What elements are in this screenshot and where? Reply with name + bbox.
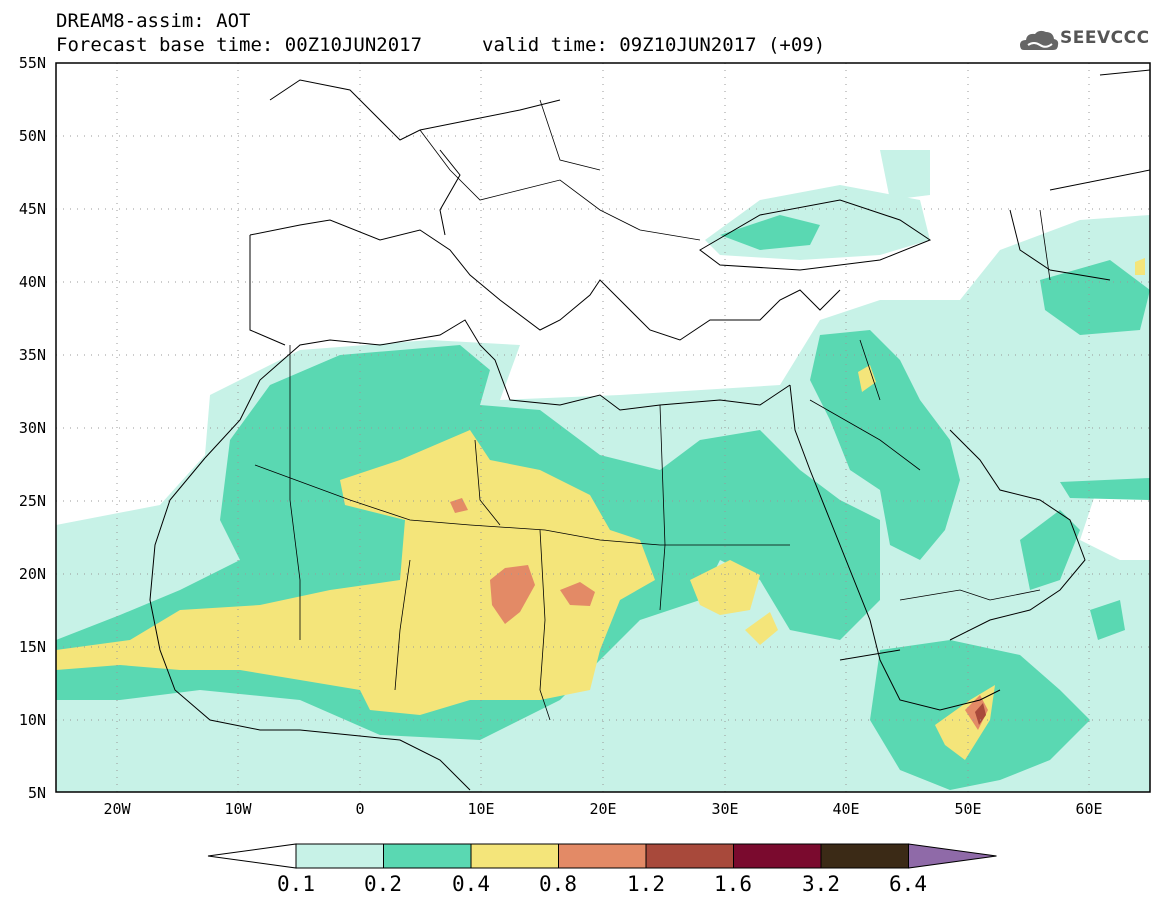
logo-text: SEEVCCC	[1060, 28, 1150, 48]
lon-label: 20E	[589, 800, 617, 818]
colorbar	[207, 843, 997, 869]
lon-label: 50E	[954, 800, 982, 818]
gridlines	[56, 63, 1150, 792]
forecast-base-time: Forecast base time: 00Z10JUN2017	[56, 34, 423, 56]
colorbar-label: 0.2	[364, 872, 402, 896]
colorbar-arrow-low	[207, 843, 297, 869]
lat-label: 55N	[18, 54, 46, 72]
map-frame	[55, 62, 1151, 793]
lat-label: 10N	[18, 711, 46, 729]
colorbar-box	[383, 843, 472, 869]
lat-label: 25N	[18, 492, 46, 510]
lat-label: 40N	[18, 273, 46, 291]
lat-label: 5N	[27, 784, 46, 802]
lon-label: 20W	[103, 800, 131, 818]
colorbar-label: 3.2	[802, 872, 840, 896]
lat-label: 15N	[18, 638, 46, 656]
colorbar-label: 6.4	[889, 872, 927, 896]
coastlines	[149, 69, 1150, 791]
lat-label: 35N	[18, 346, 46, 364]
lon-label: 30E	[711, 800, 739, 818]
colorbar-label: 1.2	[627, 872, 665, 896]
colorbar-label: 1.6	[714, 872, 752, 896]
colorbar-box	[645, 843, 734, 869]
lon-label: 0	[355, 800, 365, 818]
colorbar-label: 0.8	[539, 872, 577, 896]
lon-label: 60E	[1075, 800, 1103, 818]
lat-label: 30N	[18, 419, 46, 437]
cloud-icon	[1020, 30, 1059, 50]
map-title: DREAM8-assim: AOT	[56, 10, 251, 32]
lon-label: 10E	[467, 800, 495, 818]
colorbar-box	[733, 843, 822, 869]
lon-label: 10W	[224, 800, 252, 818]
lon-label: 40E	[832, 800, 860, 818]
colorbar-box	[820, 843, 909, 869]
aot-field	[56, 150, 1150, 792]
lat-label: 45N	[18, 200, 46, 218]
lat-label: 20N	[18, 565, 46, 583]
lat-label: 50N	[18, 127, 46, 145]
colorbar-box	[470, 843, 559, 869]
colorbar-box	[295, 843, 384, 869]
colorbar-arrow-high	[908, 843, 997, 869]
valid-time: valid time: 09Z10JUN2017 (+09)	[482, 34, 826, 56]
colorbar-label: 0.4	[452, 872, 490, 896]
colorbar-box	[558, 843, 647, 869]
country-borders	[254, 99, 1051, 721]
colorbar-label: 0.1	[277, 872, 315, 896]
